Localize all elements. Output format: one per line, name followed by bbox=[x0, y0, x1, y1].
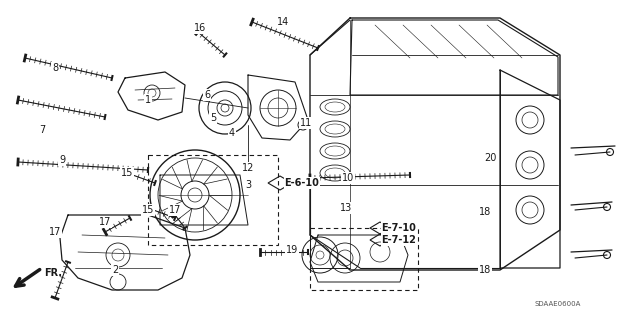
Text: 5: 5 bbox=[210, 113, 216, 123]
Text: 15: 15 bbox=[142, 205, 154, 215]
Text: 13: 13 bbox=[340, 203, 352, 213]
Text: 20: 20 bbox=[484, 153, 496, 163]
Text: 15: 15 bbox=[121, 168, 133, 178]
Text: 10: 10 bbox=[342, 173, 354, 183]
Text: 18: 18 bbox=[479, 207, 491, 217]
Text: 7: 7 bbox=[39, 125, 45, 135]
Text: 12: 12 bbox=[242, 163, 254, 173]
Text: 19: 19 bbox=[286, 245, 298, 255]
Text: E-6-10: E-6-10 bbox=[285, 178, 319, 188]
Text: 3: 3 bbox=[245, 180, 251, 190]
Text: E-7-10: E-7-10 bbox=[381, 223, 417, 233]
Text: 11: 11 bbox=[300, 118, 312, 128]
Text: 2: 2 bbox=[112, 265, 118, 275]
Text: FR.: FR. bbox=[44, 268, 62, 278]
Text: 8: 8 bbox=[52, 63, 58, 73]
Text: 1: 1 bbox=[145, 95, 151, 105]
Text: 4: 4 bbox=[229, 128, 235, 138]
Text: 17: 17 bbox=[49, 227, 61, 237]
Text: 9: 9 bbox=[59, 155, 65, 165]
Text: 17: 17 bbox=[99, 217, 111, 227]
Text: 6: 6 bbox=[204, 90, 210, 100]
Text: SDAAE0600A: SDAAE0600A bbox=[535, 301, 581, 307]
Bar bbox=[148, 155, 278, 245]
Text: 14: 14 bbox=[277, 17, 289, 27]
Text: 18: 18 bbox=[479, 265, 491, 275]
Text: E-7-12: E-7-12 bbox=[381, 235, 417, 245]
Text: 17: 17 bbox=[169, 205, 181, 215]
Bar bbox=[310, 228, 418, 290]
Text: 16: 16 bbox=[194, 23, 206, 33]
